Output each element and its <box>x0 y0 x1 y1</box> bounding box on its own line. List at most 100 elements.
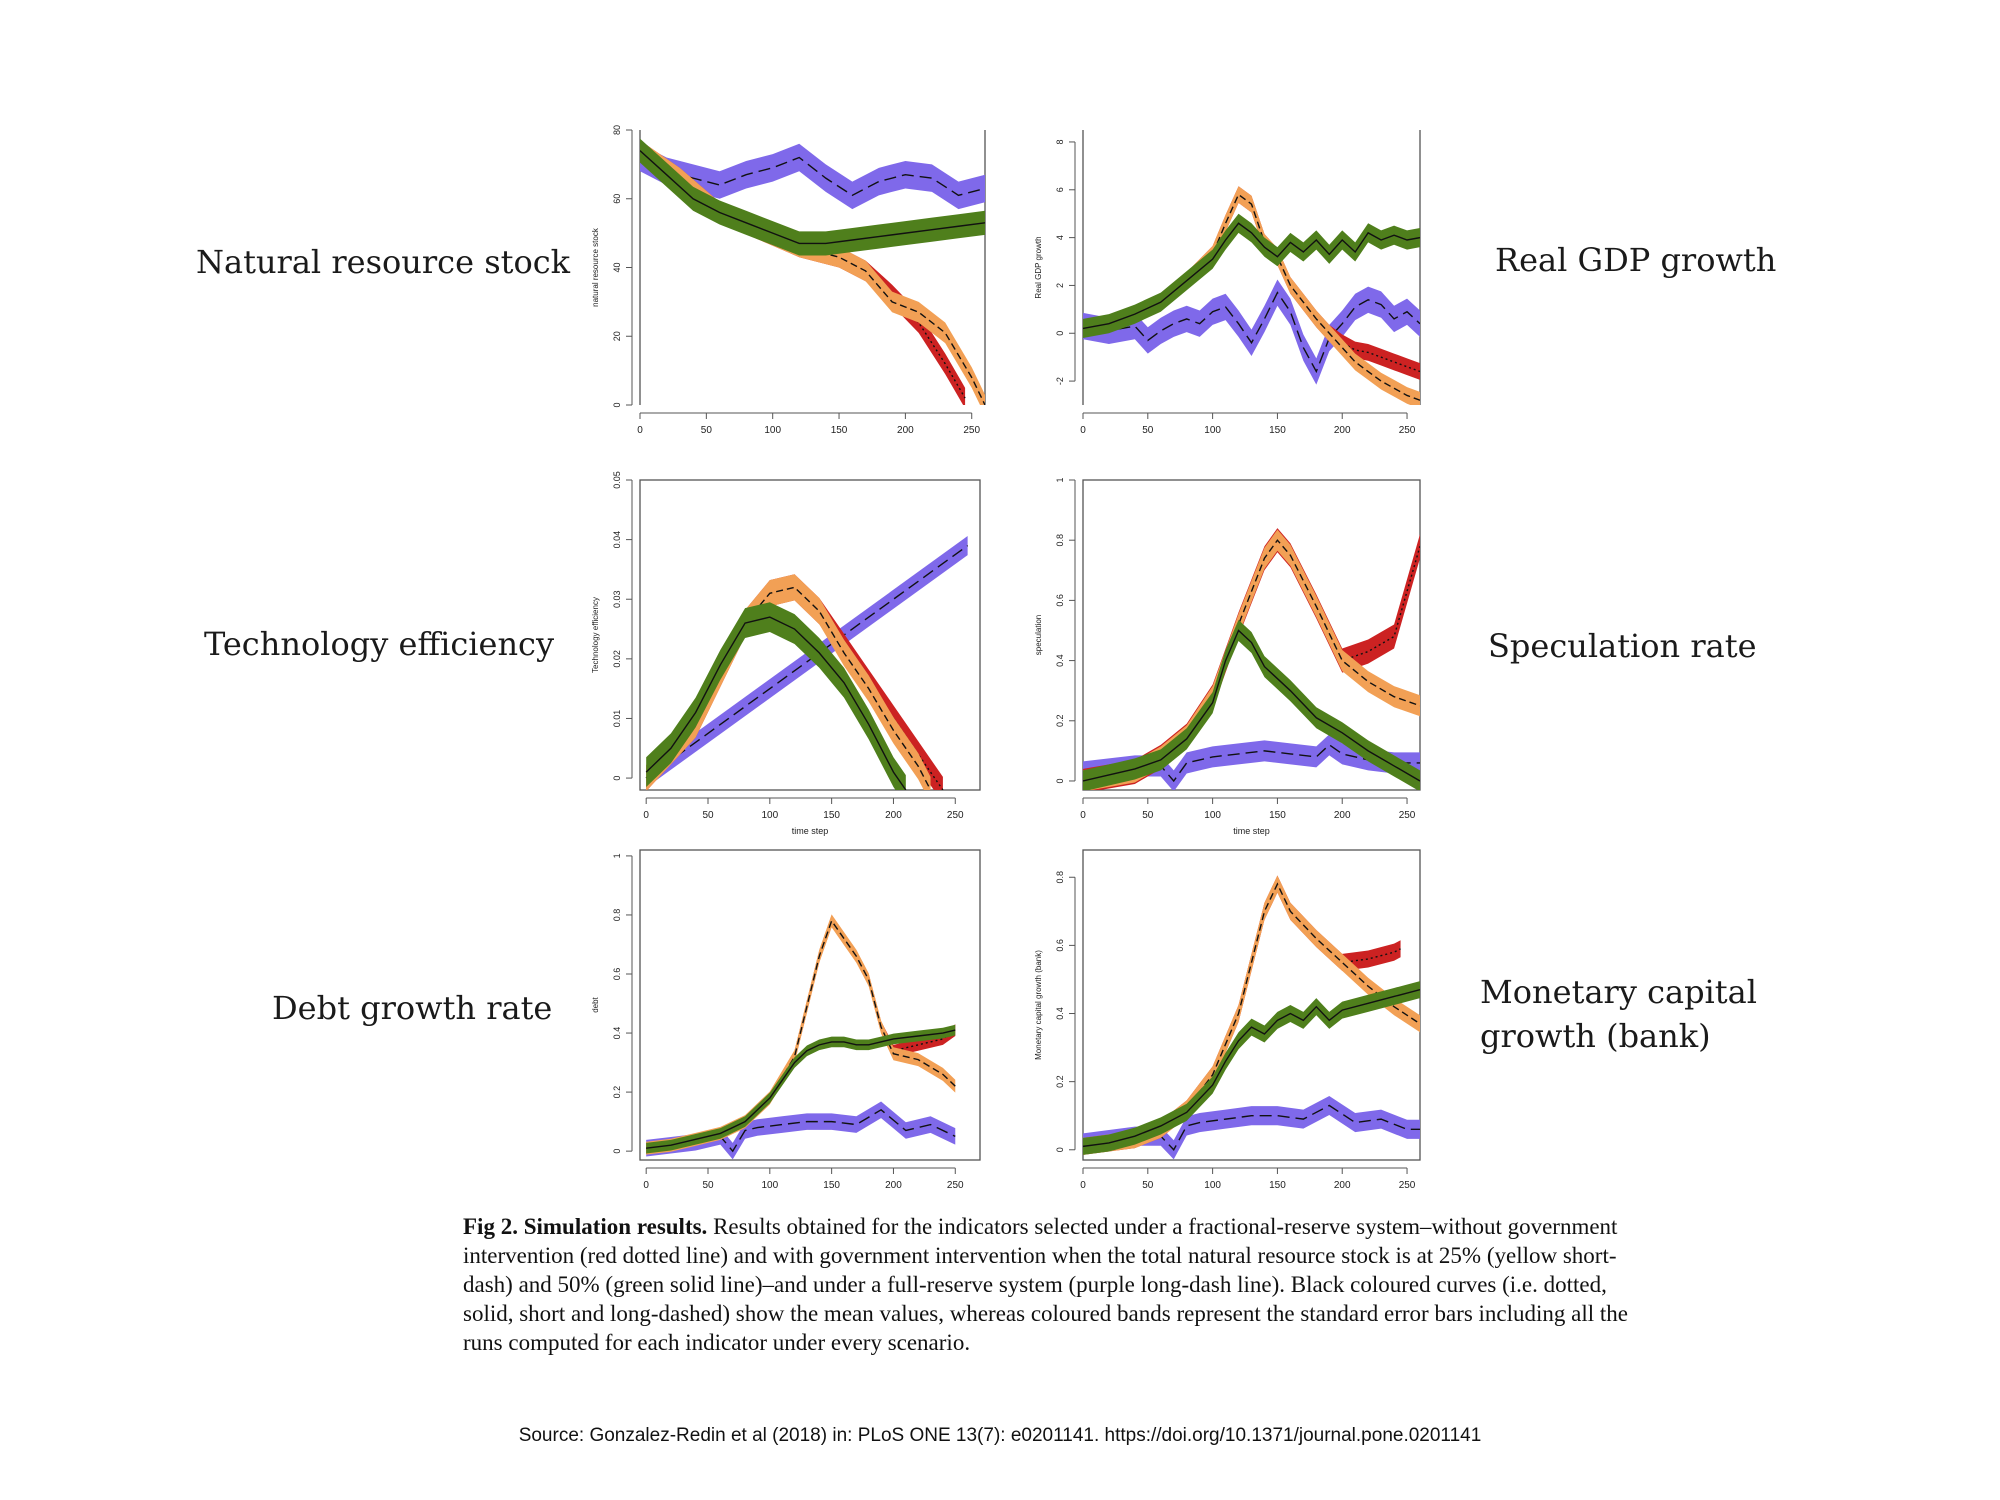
x-tick-label: 150 <box>823 810 840 821</box>
x-tick-label: 250 <box>947 1180 964 1191</box>
band-purple <box>1083 279 1420 385</box>
y-tick-label: 0.04 <box>612 531 622 549</box>
series-group <box>1083 528 1420 790</box>
y-tick-label: 80 <box>612 125 622 135</box>
y-tick-label: 2 <box>1055 283 1065 288</box>
band-green <box>646 602 906 790</box>
label-speculation-rate: Speculation rate <box>1488 627 1757 665</box>
series-group <box>646 914 956 1160</box>
mean-line-purple <box>1083 291 1420 374</box>
x-tick-label: 100 <box>1204 425 1221 436</box>
x-tick-label: 200 <box>897 425 914 436</box>
y-tick-label: 0.2 <box>1055 715 1065 728</box>
y-tick-label: 0.8 <box>1055 871 1065 884</box>
y-tick-label: 0 <box>612 402 622 407</box>
y-axis-label: Technology efficiency <box>591 597 600 673</box>
x-tick-label: 0 <box>1080 425 1086 436</box>
x-tick-label: 200 <box>885 1180 902 1191</box>
y-tick-label: 0.4 <box>1055 654 1065 667</box>
y-tick-label: 0.2 <box>612 1086 622 1099</box>
label-monetary-capital-growth: Monetary capital growth (bank) <box>1480 973 1757 1055</box>
mean-line-orange <box>1083 882 1420 1148</box>
y-tick-label: 0.4 <box>612 1027 622 1040</box>
x-tick-label: 250 <box>1399 1180 1416 1191</box>
y-tick-label: 0.03 <box>612 590 622 608</box>
x-tick-label: 0 <box>1080 1180 1086 1191</box>
plot-frame <box>639 479 981 791</box>
band-red <box>1083 186 1420 380</box>
band-green <box>640 138 985 256</box>
series-group <box>1083 186 1420 405</box>
mean-line-green <box>646 1029 956 1149</box>
x-tick-label: 50 <box>1142 810 1154 821</box>
mean-line-green <box>1083 222 1420 330</box>
y-axis-label: Real GDP growth <box>1034 236 1043 298</box>
band-purple <box>646 1101 956 1160</box>
y-tick-label: 0 <box>612 776 622 781</box>
x-tick-label: 150 <box>1269 425 1286 436</box>
x-tick-label: 0 <box>637 425 643 436</box>
y-tick-label: 1 <box>1055 477 1065 482</box>
y-tick-label: 0.02 <box>612 650 622 668</box>
x-tick-label: 0 <box>1080 810 1086 821</box>
x-tick-label: 200 <box>1334 425 1351 436</box>
y-tick-label: 1 <box>612 853 622 858</box>
mean-line-green <box>645 616 907 790</box>
mean-line-green <box>1083 629 1420 782</box>
label-technology-efficiency: Technology efficiency <box>204 625 555 663</box>
band-orange <box>1083 529 1420 790</box>
y-axis-label: natural resource stock <box>591 227 600 307</box>
y-tick-label: 0 <box>612 1149 622 1154</box>
series-group <box>645 536 969 790</box>
mean-line-purple <box>640 156 985 197</box>
y-tick-label: -2 <box>1055 377 1065 385</box>
y-tick-label: 40 <box>612 262 622 272</box>
y-tick-label: 0.2 <box>1055 1075 1065 1088</box>
band-purple <box>1083 734 1420 790</box>
plot-frame <box>639 849 981 1161</box>
x-tick-label: 50 <box>702 810 714 821</box>
band-green <box>1083 619 1420 790</box>
x-tick-label: 150 <box>831 425 848 436</box>
x-tick-label: 100 <box>1204 1180 1221 1191</box>
caption-title: Simulation results. <box>523 1214 708 1239</box>
x-axis-label: time step <box>1233 826 1270 836</box>
y-tick-label: 6 <box>1055 187 1065 192</box>
series-group <box>1083 875 1420 1160</box>
x-tick-label: 250 <box>1399 810 1416 821</box>
y-tick-label: 0.01 <box>612 710 622 728</box>
series-group <box>640 138 985 405</box>
x-tick-label: 100 <box>1204 810 1221 821</box>
y-tick-label: 0.05 <box>612 471 622 489</box>
x-tick-label: 250 <box>963 425 980 436</box>
x-tick-label: 50 <box>701 425 713 436</box>
x-tick-label: 0 <box>643 810 649 821</box>
y-tick-label: 8 <box>1055 139 1065 144</box>
y-axis-label: debt <box>591 996 600 1012</box>
label-natural-resource-stock: Natural resource stock <box>196 243 571 281</box>
x-tick-label: 200 <box>885 810 902 821</box>
figure-caption: Fig 2. Simulation results. Results obtai… <box>463 1212 1663 1357</box>
x-tick-label: 200 <box>1334 1180 1351 1191</box>
x-tick-label: 150 <box>823 1180 840 1191</box>
source-citation: Source: Gonzalez-Redin et al (2018) in: … <box>518 1425 1482 1446</box>
x-tick-label: 0 <box>643 1180 649 1191</box>
band-green <box>1083 213 1420 339</box>
x-tick-label: 50 <box>1142 1180 1154 1191</box>
plot-frame <box>1082 479 1421 791</box>
caption-fig-number: Fig 2. <box>463 1214 518 1239</box>
label-debt-growth-rate: Debt growth rate <box>272 989 553 1027</box>
band-orange <box>1083 186 1420 405</box>
band-purple <box>640 143 985 210</box>
x-tick-label: 150 <box>1269 1180 1286 1191</box>
y-axis-label: Monetary capital growth (bank) <box>1034 950 1043 1060</box>
x-tick-label: 100 <box>761 1180 778 1191</box>
caption-text: Results obtained for the indicators sele… <box>463 1214 1628 1355</box>
y-tick-label: 60 <box>612 194 622 204</box>
